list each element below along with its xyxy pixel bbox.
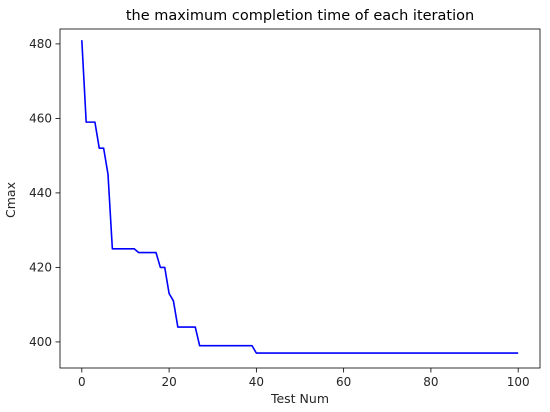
y-tick-label: 400 xyxy=(29,335,52,349)
y-axis-label: Cmax xyxy=(3,182,18,218)
x-axis-label: Test Num xyxy=(270,391,329,406)
x-tick-label: 0 xyxy=(78,375,86,389)
x-tick-label: 20 xyxy=(161,375,176,389)
x-tick-label: 60 xyxy=(336,375,351,389)
x-tick-label: 80 xyxy=(423,375,438,389)
y-tick-label: 460 xyxy=(29,112,52,126)
y-tick-label: 480 xyxy=(29,37,52,51)
x-tick-label: 40 xyxy=(249,375,264,389)
x-tick-label: 100 xyxy=(507,375,530,389)
y-tick-label: 440 xyxy=(29,186,52,200)
chart-title: the maximum completion time of each iter… xyxy=(126,8,474,24)
series-line xyxy=(81,40,519,354)
plot-frame xyxy=(59,28,541,369)
y-tick-label: 420 xyxy=(29,261,52,275)
plot-area: 0 20 40 60 80 100 400 420 440 460 480 xyxy=(29,28,541,389)
